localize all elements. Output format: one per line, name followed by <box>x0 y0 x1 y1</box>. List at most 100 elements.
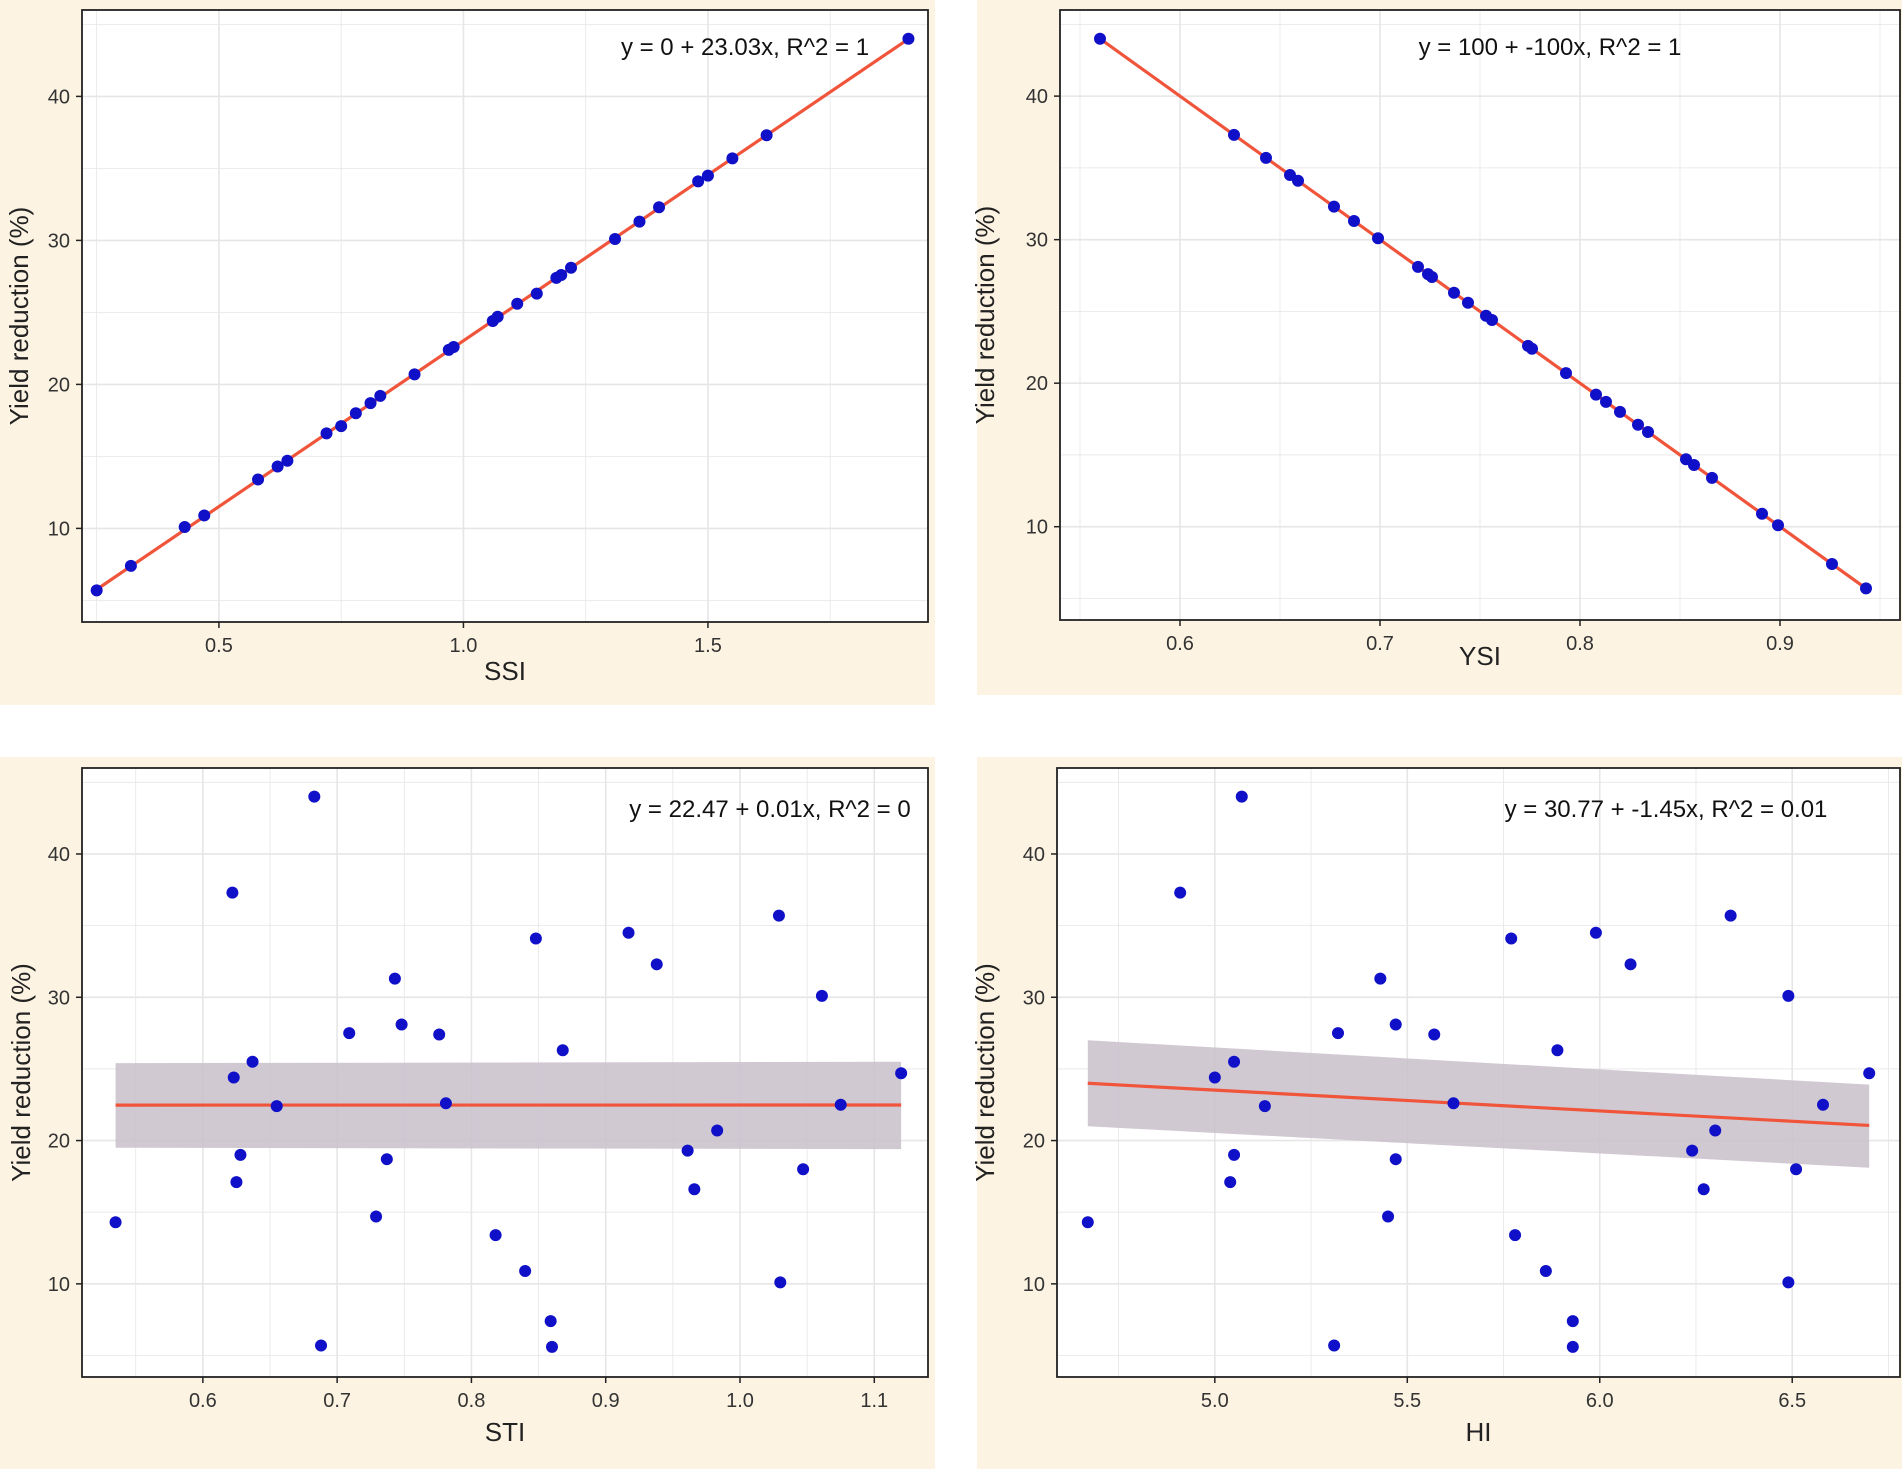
data-point <box>1509 1229 1522 1242</box>
data-point <box>1486 314 1498 327</box>
data-point <box>1448 286 1460 299</box>
y-tick-label: 30 <box>1023 987 1045 1009</box>
data-point <box>1389 1153 1402 1166</box>
regression-equation: y = 100 + -100x, R^2 = 1 <box>1419 34 1682 61</box>
x-tick-label: 6.0 <box>1586 1390 1614 1412</box>
data-point <box>1860 582 1872 595</box>
data-point <box>230 1176 243 1189</box>
data-point <box>555 268 568 281</box>
x-tick-label: 5.0 <box>1201 1390 1229 1412</box>
grid <box>1060 10 1900 620</box>
y-tick-label: 10 <box>48 1274 70 1296</box>
data-point <box>565 261 578 274</box>
data-point <box>1224 1176 1237 1189</box>
x-tick-label: 0.5 <box>205 635 233 657</box>
data-point <box>511 297 524 310</box>
data-point <box>1426 270 1438 283</box>
data-point <box>408 368 421 381</box>
grid <box>82 10 928 622</box>
y-tick-label: 10 <box>48 518 70 540</box>
data-points <box>1081 790 1876 1353</box>
data-point <box>1094 32 1106 45</box>
data-point <box>546 1340 558 1353</box>
data-point <box>270 1100 283 1113</box>
x-axis-title: STI <box>485 1417 525 1447</box>
data-point <box>760 129 773 142</box>
data-point <box>902 32 915 45</box>
data-point <box>681 1144 694 1157</box>
data-point <box>633 215 646 228</box>
plot-frame <box>1056 767 1901 1378</box>
y-tick-label: 30 <box>48 987 70 1009</box>
data-point <box>1706 471 1718 484</box>
data-points <box>1094 32 1872 595</box>
data-point <box>1724 909 1737 922</box>
data-point <box>529 932 542 945</box>
data-point <box>1782 1276 1795 1289</box>
data-point <box>774 1276 787 1289</box>
data-point <box>1614 405 1626 418</box>
data-point <box>556 1044 569 1057</box>
data-point <box>1332 1027 1344 1040</box>
data-point <box>688 1183 701 1196</box>
data-point <box>1348 214 1360 227</box>
data-point <box>335 420 348 433</box>
data-point <box>1228 1148 1241 1161</box>
data-point <box>1328 1339 1341 1352</box>
panel-sti: 0.6 0.7 0.8 0.9 1.0 1.1 10 20 30 40 STI Yield reduc… <box>0 757 935 1469</box>
data-point <box>653 201 666 214</box>
data-point <box>1589 926 1602 939</box>
data-point <box>1412 260 1424 273</box>
regression-line <box>1087 1081 1870 1128</box>
y-axis-title: Yield reduction (%) <box>970 206 1000 425</box>
y-axis-title: Yield reduction (%) <box>6 963 36 1182</box>
data-point <box>895 1067 908 1080</box>
data-point <box>1600 395 1612 408</box>
y-tick-label: 40 <box>48 86 70 108</box>
panel-ysi: 0.6 0.7 0.8 0.9 10 20 30 40 YSI Yield reduction (… <box>970 0 1902 695</box>
x-tick-label: 0.6 <box>189 1390 217 1412</box>
data-point <box>1208 1071 1221 1084</box>
y-tick-label: 20 <box>48 374 70 396</box>
x-tick-label: 0.9 <box>1766 633 1794 655</box>
data-point <box>1590 388 1602 401</box>
data-point <box>1756 507 1768 520</box>
data-point <box>1526 342 1538 355</box>
data-point <box>1382 1210 1395 1223</box>
data-point <box>1642 425 1654 438</box>
x-tick-label: 1.5 <box>694 635 722 657</box>
data-point <box>380 1153 393 1166</box>
data-point <box>226 886 239 899</box>
panel-hi: 5.0 5.5 6.0 6.5 10 20 30 40 HI Yield reduction (%… <box>970 757 1902 1469</box>
y-tick-label: 10 <box>1023 1274 1045 1296</box>
data-point <box>1428 1028 1441 1041</box>
data-point <box>1817 1098 1830 1111</box>
data-point <box>1292 174 1304 187</box>
data-point <box>315 1339 328 1352</box>
y-tick-label: 30 <box>1026 230 1048 252</box>
data-point <box>772 909 785 922</box>
data-point <box>1372 232 1384 245</box>
data-point <box>1235 790 1248 803</box>
data-point <box>815 989 828 1002</box>
y-axis-title: Yield reduction (%) <box>970 963 1000 1182</box>
y-tick-label: 40 <box>1026 86 1048 108</box>
data-point <box>609 232 622 245</box>
panel-ssi: 0.5 1.0 1.5 10 20 30 40 SSI Yield reduction (%) y… <box>0 0 935 705</box>
regression-equation: y = 0 + 23.03x, R^2 = 1 <box>621 34 869 61</box>
y-tick-label: 20 <box>1023 1131 1045 1153</box>
y-tick-label: 10 <box>1026 517 1048 539</box>
data-point <box>1632 418 1644 431</box>
data-point <box>370 1210 383 1223</box>
data-point <box>1560 367 1572 380</box>
x-tick-label: 1.1 <box>860 1390 888 1412</box>
x-tick-label: 5.5 <box>1393 1390 1421 1412</box>
data-point <box>246 1055 259 1068</box>
data-point <box>1782 989 1795 1002</box>
plot-frame <box>1059 9 1901 621</box>
data-point <box>692 175 705 188</box>
data-point <box>1790 1163 1803 1176</box>
data-point <box>1863 1067 1876 1080</box>
data-point <box>726 152 739 165</box>
data-point <box>227 1071 240 1084</box>
